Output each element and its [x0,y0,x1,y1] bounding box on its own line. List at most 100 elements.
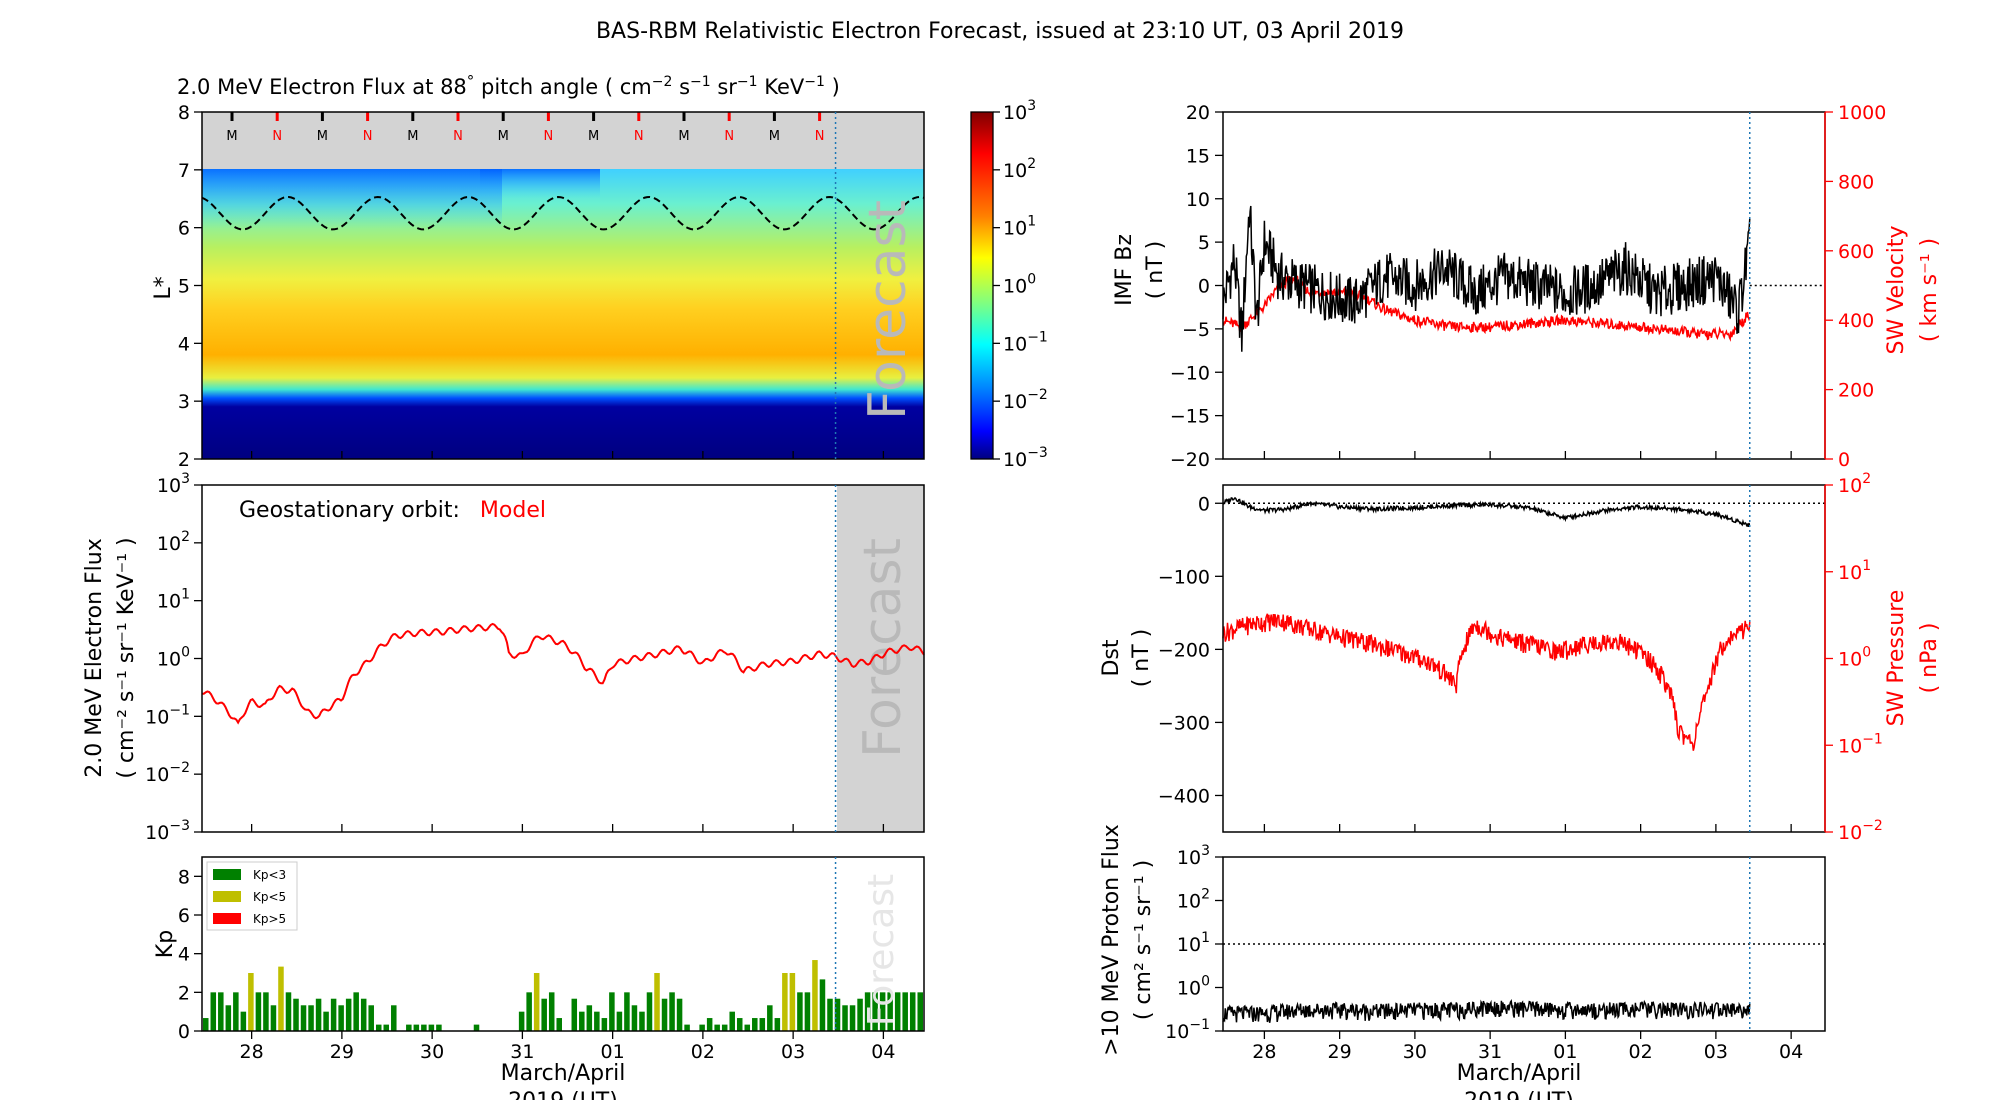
midnight-marker: M [407,129,418,144]
kp-bar [684,1024,690,1031]
kp-bar [255,992,262,1031]
colorbar-tick-label: 101 [1003,214,1036,240]
kp-bar [804,992,811,1031]
proton-xtick-label: 29 [1328,1041,1352,1063]
kp-bar [894,992,901,1031]
proton-ytick-label: 102 [1177,887,1210,913]
dst-ylabel-2: ( nT ) [1129,629,1154,688]
midnight-marker: M [498,129,509,144]
proton-xtick-label: 01 [1553,1041,1577,1063]
colorbar-tick-label: 10−3 [1003,445,1048,471]
colorbar-tick-label: 100 [1003,272,1036,298]
kp-xticks: 28 29 30 31 01 02 03 04 [240,1031,895,1063]
lstar-ytick-label: 2 [178,449,190,471]
kp-bar [849,1005,856,1031]
proton-xticks: 28 29 30 31 01 02 03 04 [1252,1031,1803,1063]
geo-ylabel-2: ( cm⁻² s⁻¹ sr⁻¹ KeV⁻¹ ) [114,537,139,778]
imf-ytick-label: 5 [1198,232,1210,254]
dst-ylabel-1: Dst [1099,639,1124,676]
geo-ytick-label: 103 [157,471,190,497]
forecast-label-kp: Forecast [861,874,902,1026]
geo-panel: Forecast Geostationary orbit: Model 10310… [82,471,925,844]
colorbar-tick-label: 102 [1003,156,1036,182]
midnight-marker: M [588,129,599,144]
kp-bar [744,1024,751,1031]
noon-marker: N [363,129,373,144]
kp-bar [699,1024,705,1031]
midnight-marker: M [678,129,689,144]
kp-legend-high: Kp>5 [253,912,286,926]
kp-bar [579,1011,585,1031]
kp-bar [353,992,359,1031]
dst-ytick-right-label: 100 [1838,645,1871,671]
dst-ytick-right-label: 102 [1838,471,1871,497]
proton-ytick-label: 103 [1177,843,1210,869]
proton-xtick-label: 28 [1252,1041,1276,1063]
sw-pressure-line [1222,613,1751,751]
lstar-title: 2.0 MeV Electron Flux at 88° pitch angle… [177,72,840,99]
kp-bar [428,1024,435,1031]
kp-ytick-label: 0 [178,1021,190,1043]
kp-bar [518,1011,525,1031]
kp-bar [218,992,224,1031]
kp-bar [406,1024,412,1031]
geo-ytick-label: 100 [157,645,190,671]
kp-bar [752,1018,758,1031]
kp-bar [797,992,803,1031]
kp-ytick-label: 2 [178,982,190,1004]
kp-bar [721,1024,728,1031]
kp-bar [533,973,540,1031]
kp-bar [857,998,863,1031]
kp-bar [909,992,916,1031]
kp-bar [646,992,653,1031]
kp-bar [473,1024,480,1031]
noon-marker: N [815,129,825,144]
kp-legend-mid: Kp<5 [253,890,286,904]
kp-bar [338,1005,344,1031]
noon-marker: N [272,129,282,144]
forecast-label-lstar: Forecast [858,200,918,420]
kp-bar [586,1005,593,1031]
imf-bz-line [1222,205,1751,352]
kp-bar [812,960,818,1031]
kp-bar [654,973,660,1031]
kp-bar [834,998,841,1031]
kp-bar [661,998,668,1031]
kp-ytick-label: 4 [178,944,190,966]
kp-legend-swatch-mid [213,891,241,902]
lstar-ytick-label: 5 [178,276,190,298]
geo-ylabel-1: 2.0 MeV Electron Flux [82,538,107,778]
geo-ytick-label: 10−3 [145,818,190,844]
kp-bar [872,992,878,1031]
kp-bar [360,998,367,1031]
imf-ytick-label: −15 [1170,406,1210,428]
dst-ytick-label: −200 [1158,639,1210,661]
dst-ytick-right-label: 10−1 [1838,731,1883,757]
kp-bar [308,1005,314,1031]
dst-ytick-right-label: 101 [1838,558,1871,584]
kp-xtick-label: 03 [781,1041,805,1063]
dst-line [1222,496,1751,528]
kp-legend-swatch-low [213,869,241,880]
kp-bar [631,1005,638,1031]
kp-bar [879,992,886,1031]
kp-bar [210,992,217,1031]
geo-ytick-label: 101 [157,587,190,613]
kp-bar [594,1011,600,1031]
proton-ylabel-1: >10 MeV Proton Flux [1099,824,1124,1056]
kp-ytick-label: 8 [178,866,190,888]
kp-bar [639,1011,645,1031]
lstar-ytick-label: 6 [178,218,190,240]
kp-bar [345,998,352,1031]
proton-yticks: 103 102 101 100 10−1 [1165,843,1223,1043]
kp-bar [729,1011,735,1031]
kp-bar [676,998,683,1031]
colorbar-tick-label: 103 [1003,98,1036,124]
kp-xtick-label: 31 [510,1041,534,1063]
kp-bar [736,1018,743,1031]
dst-ytick-right-label: 10−2 [1838,818,1883,844]
lstar-dropout [202,169,502,229]
kp-bar [300,1005,307,1031]
right-xlabel-2: 2019 (UT) [1464,1089,1574,1100]
